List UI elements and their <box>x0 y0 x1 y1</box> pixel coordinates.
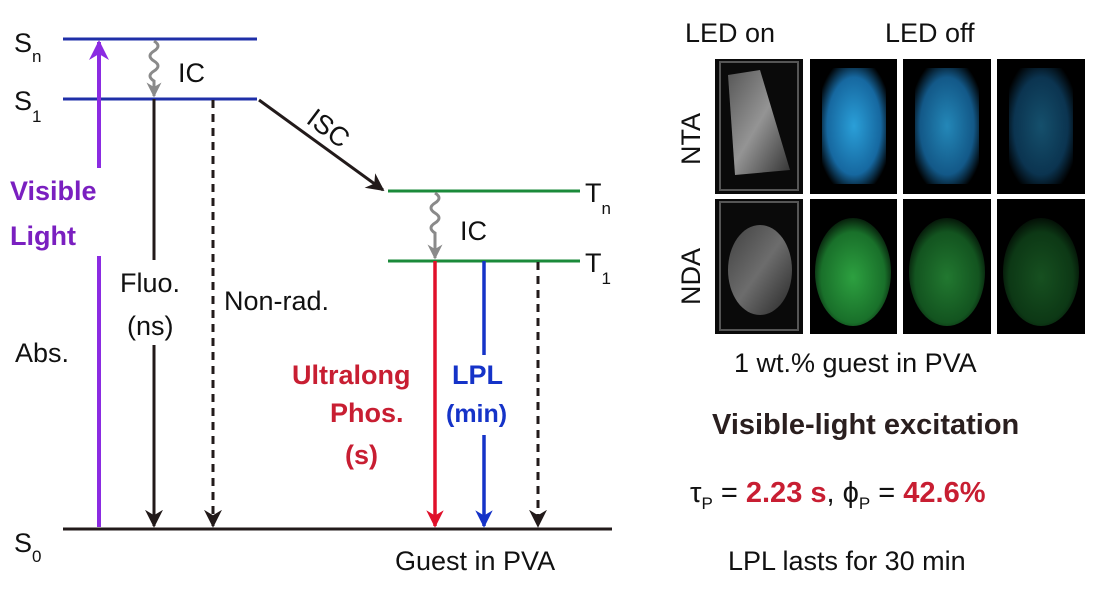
matrix-label: Guest in PVA <box>395 546 555 576</box>
photo-caption: 1 wt.% guest in PVA <box>734 348 977 378</box>
label-s1: S1 <box>14 86 41 126</box>
phos-label-2: Phos. <box>330 398 404 428</box>
isc-arrow <box>258 98 385 192</box>
isc-label: ISC <box>301 103 355 154</box>
excitation-label-2: Light <box>10 221 76 251</box>
col-led-on: LED on <box>685 18 775 48</box>
row-nta: NTA <box>676 113 706 165</box>
fluo-label: Fluo. <box>120 268 180 298</box>
label-sn: Sn <box>14 28 41 66</box>
ic-triplet-label: IC <box>460 216 487 246</box>
fluo-time-label: (ns) <box>127 311 174 341</box>
lpl-label: LPL <box>452 360 503 390</box>
lpl-time-label: (min) <box>446 400 507 428</box>
ic-triplet-wavy-arrow <box>427 191 443 260</box>
phi-value: 42.6% <box>903 477 985 509</box>
col-led-off: LED off <box>885 18 975 48</box>
label-t1: T1 <box>585 248 611 288</box>
ic-singlet-wavy-arrow <box>146 39 162 98</box>
summary-values: τP = 2.23 s, ϕP = 42.6% <box>690 477 986 513</box>
tau-value: 2.23 s <box>746 477 827 509</box>
phos-label: Ultralong <box>292 360 411 390</box>
abs-label: Abs. <box>15 338 69 368</box>
summary-duration: LPL lasts for 30 min <box>728 546 966 576</box>
phos-time-label: (s) <box>345 440 378 470</box>
ic-singlet-label: IC <box>178 58 205 88</box>
label-s0: S0 <box>14 528 41 566</box>
row-nda: NDA <box>676 248 706 305</box>
photo-nda-led-on <box>715 199 803 334</box>
summary-title: Visible-light excitation <box>712 409 1019 441</box>
photo-nta-led-on <box>715 59 803 194</box>
label-tn: Tn <box>585 178 611 218</box>
nonrad-label: Non-rad. <box>224 286 329 316</box>
excitation-label: Visible <box>10 176 97 206</box>
